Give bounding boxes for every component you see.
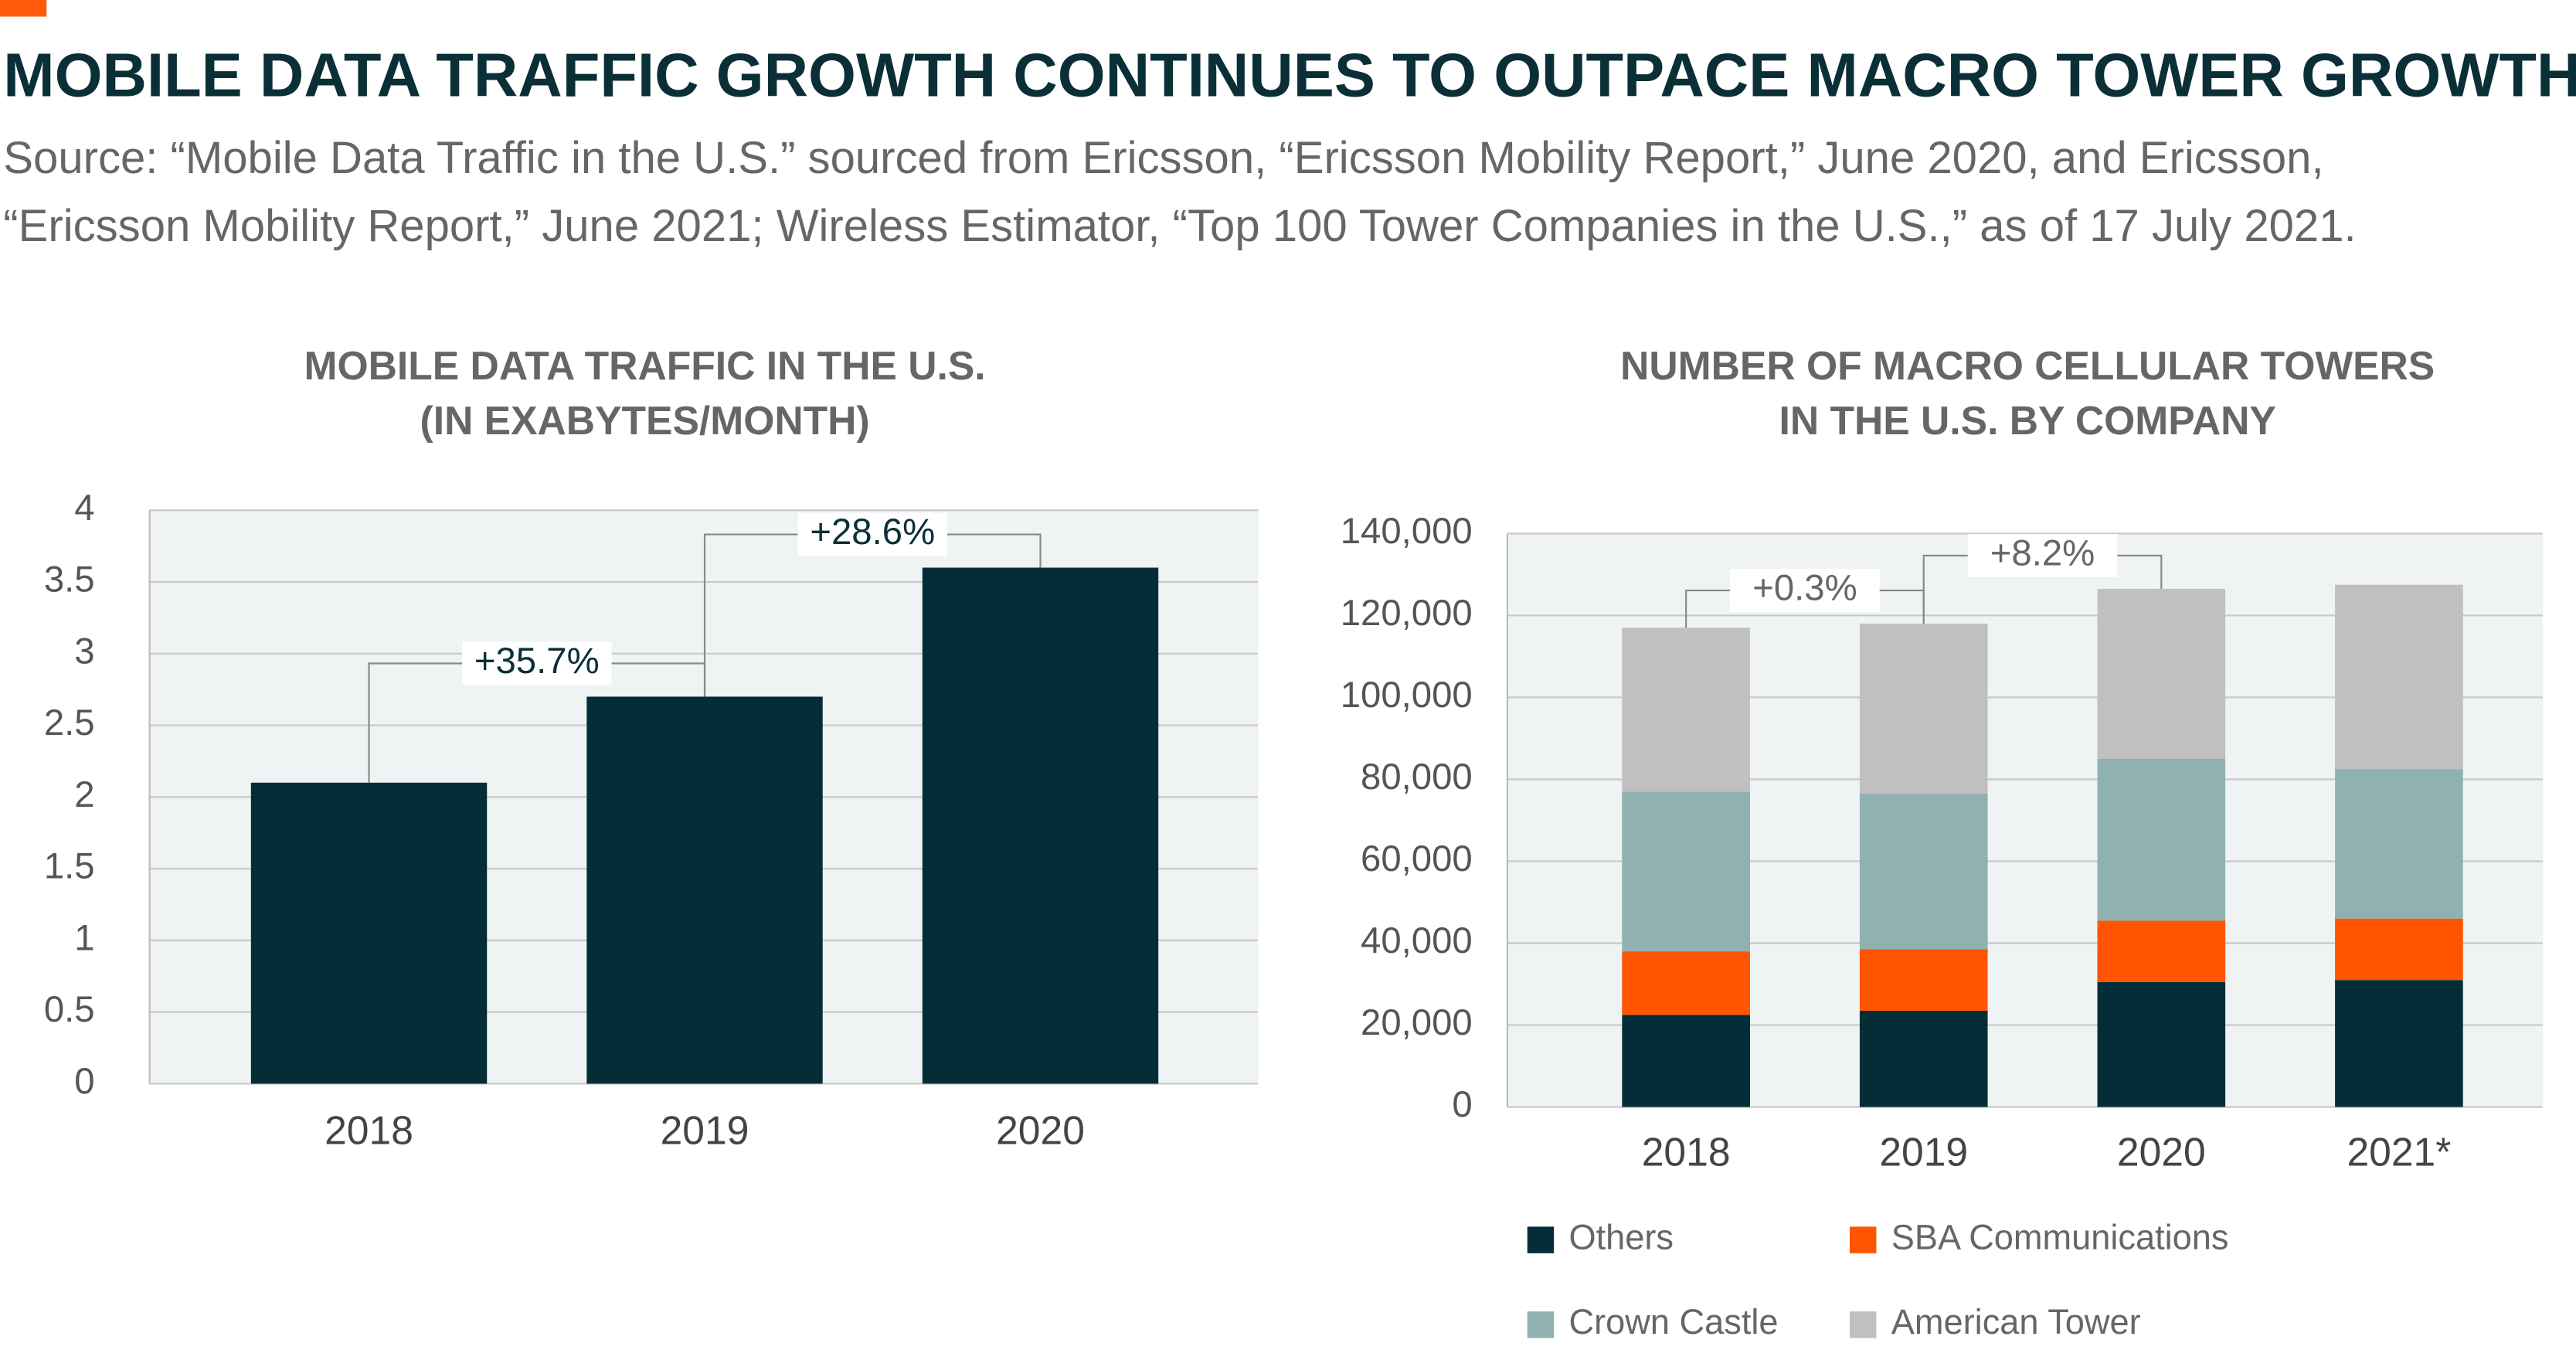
x-tick-label: 2019 xyxy=(1879,1130,1968,1175)
bar-segment xyxy=(2097,589,2226,759)
y-tick-label: 2 xyxy=(74,774,94,815)
bar xyxy=(250,782,488,1084)
annotation-bg xyxy=(797,512,948,556)
chart-title: MOBILE DATA TRAFFIC IN THE U.S. xyxy=(304,343,986,388)
y-tick-label: 120,000 xyxy=(1341,593,1473,634)
legend-swatch xyxy=(1527,1226,1555,1253)
bar-segment xyxy=(1622,791,1750,952)
annotation: +0.3% xyxy=(1752,568,1857,609)
bar-segment xyxy=(1859,624,1988,794)
y-tick-label: 140,000 xyxy=(1341,511,1473,552)
bar-segment xyxy=(2335,980,2463,1107)
legend-swatch xyxy=(1527,1311,1555,1338)
page-title: MOBILE DATA TRAFFIC GROWTH CONTINUES TO … xyxy=(3,40,2576,109)
bar-segment xyxy=(2335,584,2463,770)
legend-label: Others xyxy=(1569,1218,1674,1257)
y-tick-label: 80,000 xyxy=(1361,757,1473,797)
annotation-bg xyxy=(1967,534,2118,577)
legend-label: American Tower xyxy=(1891,1302,2141,1341)
y-tick-label: 1.5 xyxy=(44,846,95,887)
legend-label: SBA Communications xyxy=(1891,1218,2229,1257)
annotation-bg xyxy=(461,641,612,685)
y-tick-label: 100,000 xyxy=(1341,675,1473,716)
x-tick-label: 2018 xyxy=(325,1108,413,1153)
bar-segment xyxy=(1622,1015,1750,1107)
bar-segment xyxy=(1859,949,1988,1011)
y-tick-label: 1 xyxy=(74,917,94,958)
x-tick-label: 2018 xyxy=(1642,1130,1731,1175)
x-tick-label: 2021* xyxy=(2347,1130,2451,1175)
bar xyxy=(922,567,1159,1084)
y-tick-label: 40,000 xyxy=(1361,920,1473,961)
bar-segment xyxy=(1622,951,1750,1015)
bar-segment xyxy=(1622,627,1750,792)
accent-bar xyxy=(0,0,47,17)
legend-swatch xyxy=(1850,1311,1877,1338)
y-tick-label: 20,000 xyxy=(1361,1002,1473,1043)
source-line: Source: “Mobile Data Traffic in the U.S.… xyxy=(3,133,2323,183)
bar-segment xyxy=(2097,758,2226,921)
legend-swatch xyxy=(1850,1226,1877,1253)
y-tick-label: 3 xyxy=(74,631,94,672)
y-tick-label: 2.5 xyxy=(44,702,95,743)
chart-title: NUMBER OF MACRO CELLULAR TOWERS xyxy=(1620,343,2435,388)
bar-segment xyxy=(2335,769,2463,919)
annotation-bg xyxy=(1730,569,1880,613)
bar-segment xyxy=(2097,981,2226,1107)
source-line: “Ericsson Mobility Report,” June 2021; W… xyxy=(3,201,2356,251)
annotation: +35.7% xyxy=(474,641,600,682)
bar-segment xyxy=(1859,794,1988,950)
annotation: +28.6% xyxy=(810,512,935,553)
x-tick-label: 2019 xyxy=(661,1108,749,1153)
chart-title: (IN EXABYTES/MONTH) xyxy=(420,398,870,443)
y-tick-label: 60,000 xyxy=(1361,838,1473,879)
y-tick-label: 3.5 xyxy=(44,559,95,600)
chart-title: IN THE U.S. BY COMPANY xyxy=(1779,398,2276,443)
bar-segment xyxy=(2335,918,2463,981)
x-tick-label: 2020 xyxy=(996,1108,1085,1153)
y-tick-label: 4 xyxy=(74,488,94,529)
annotation: +8.2% xyxy=(1990,532,2095,573)
bar-segment xyxy=(2097,920,2226,982)
y-tick-label: 0 xyxy=(74,1061,94,1102)
legend-label: Crown Castle xyxy=(1569,1302,1779,1341)
y-tick-label: 0.5 xyxy=(44,989,95,1030)
x-tick-label: 2020 xyxy=(2117,1130,2206,1175)
bar-segment xyxy=(1859,1010,1988,1107)
bar xyxy=(586,696,823,1084)
y-tick-label: 0 xyxy=(1452,1084,1472,1125)
